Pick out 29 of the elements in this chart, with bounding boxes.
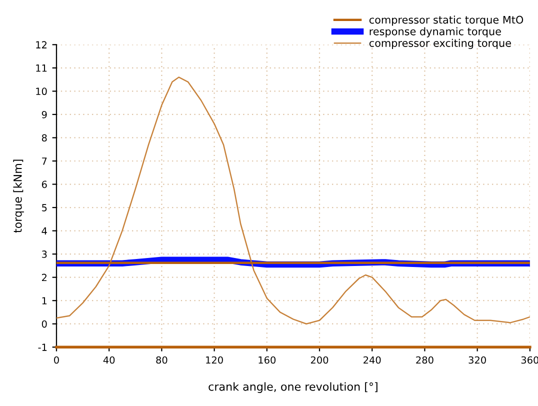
y-tick-label: 5: [42, 204, 47, 212]
y-tick-label: 2: [42, 274, 46, 282]
y-axis-title: torque [kNm]: [13, 160, 24, 233]
x-tick-label: 0: [54, 356, 59, 364]
line-series: [56, 76, 530, 324]
y-tick-label: 12: [36, 41, 46, 48]
y-tick-label: -1: [38, 344, 47, 351]
legend-label: compressor static torque MtO: [369, 16, 524, 26]
legend-label: compressor exciting torque: [369, 38, 511, 49]
x-tick-label: 240: [364, 356, 381, 364]
y-tick-label: 0: [42, 320, 47, 328]
y-tick-label: 11: [36, 64, 47, 72]
y-tick-label: 3: [42, 250, 47, 258]
y-tick-label: 10: [36, 88, 47, 96]
x-tick-label: 320: [468, 356, 486, 364]
x-tick-label: 200: [310, 356, 328, 364]
x-tick-label: 160: [258, 356, 276, 364]
y-tick-label: 4: [42, 227, 47, 234]
legend-label: response dynamic torque: [370, 27, 501, 38]
y-tick-label: 7: [42, 158, 47, 165]
y-tick-label: 6: [42, 180, 47, 188]
x-axis-title: crank angle, one revolution [°]: [208, 382, 378, 393]
y-tick-label: 8: [42, 134, 47, 142]
x-tick-label: 280: [416, 356, 434, 364]
y-tick-label: 9: [42, 110, 47, 118]
y-tick-label: 1: [42, 297, 47, 304]
x-tick-label: 120: [206, 356, 223, 364]
x-tick-label: 40: [103, 356, 115, 364]
x-tick-label: 80: [156, 356, 168, 364]
